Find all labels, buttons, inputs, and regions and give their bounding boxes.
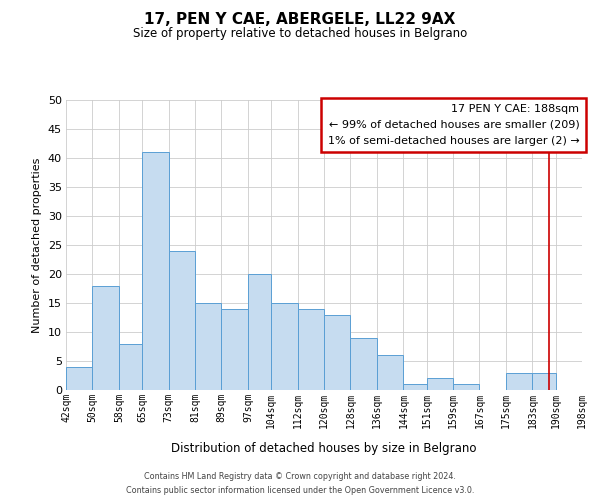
Bar: [298, 309, 324, 390]
Bar: [248, 274, 271, 390]
Bar: [532, 372, 556, 390]
Bar: [221, 309, 248, 390]
Bar: [92, 286, 119, 390]
Text: Contains public sector information licensed under the Open Government Licence v3: Contains public sector information licen…: [126, 486, 474, 495]
Bar: [66, 367, 92, 390]
Bar: [142, 152, 169, 390]
Text: Contains HM Land Registry data © Crown copyright and database right 2024.: Contains HM Land Registry data © Crown c…: [144, 472, 456, 481]
Bar: [377, 355, 403, 390]
Bar: [169, 251, 195, 390]
Y-axis label: Number of detached properties: Number of detached properties: [32, 158, 42, 332]
Bar: [453, 384, 479, 390]
Bar: [271, 303, 298, 390]
Bar: [403, 384, 427, 390]
X-axis label: Distribution of detached houses by size in Belgrano: Distribution of detached houses by size …: [171, 442, 477, 455]
Bar: [119, 344, 142, 390]
Bar: [427, 378, 453, 390]
Text: 17, PEN Y CAE, ABERGELE, LL22 9AX: 17, PEN Y CAE, ABERGELE, LL22 9AX: [145, 12, 455, 28]
Text: Size of property relative to detached houses in Belgrano: Size of property relative to detached ho…: [133, 28, 467, 40]
Bar: [324, 314, 350, 390]
Bar: [195, 303, 221, 390]
Bar: [350, 338, 377, 390]
Bar: [506, 372, 532, 390]
Text: 17 PEN Y CAE: 188sqm
← 99% of detached houses are smaller (209)
1% of semi-detac: 17 PEN Y CAE: 188sqm ← 99% of detached h…: [328, 104, 580, 146]
